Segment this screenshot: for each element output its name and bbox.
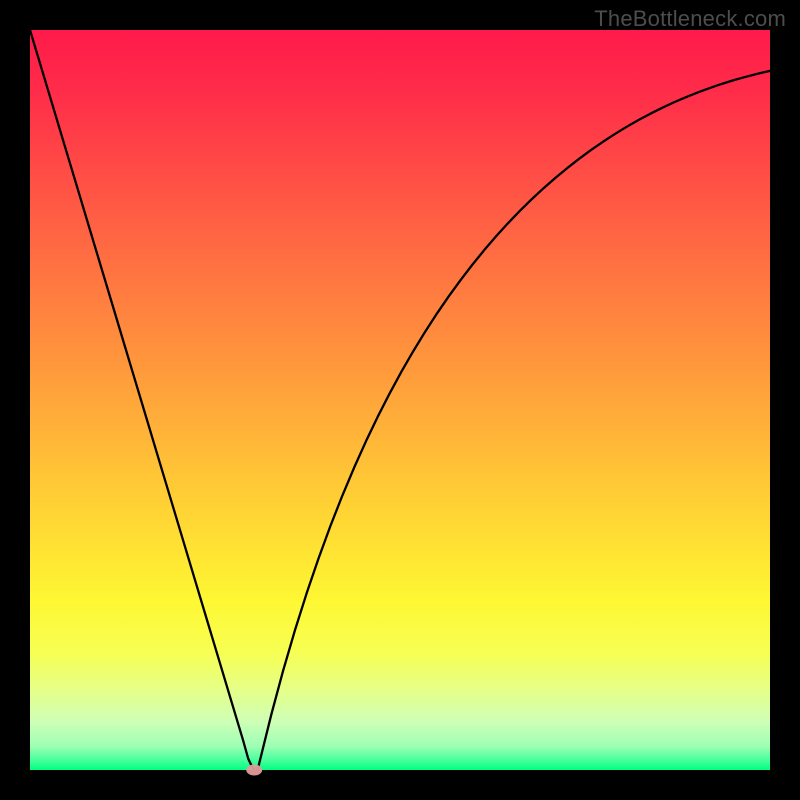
watermark-text: TheBottleneck.com xyxy=(594,6,786,32)
optimal-point-marker xyxy=(246,765,262,776)
bottleneck-chart xyxy=(0,0,800,800)
